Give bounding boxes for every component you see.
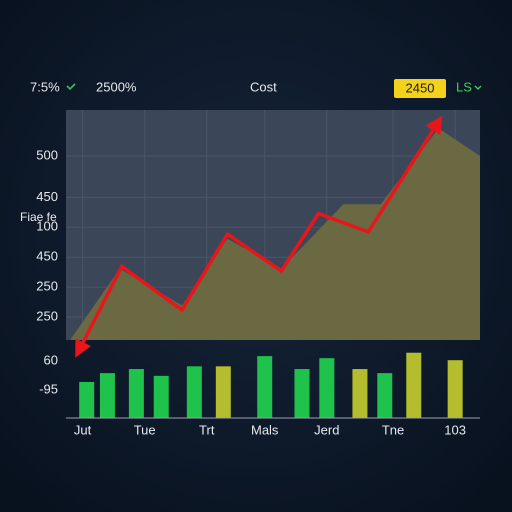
bar — [128, 369, 144, 418]
x-tick-label: Jerd — [314, 422, 339, 437]
y-tick-label: 250 — [36, 279, 58, 294]
y-tick-label: 500 — [36, 147, 58, 162]
bar — [186, 366, 202, 418]
y-axis-title: Fiae fe — [20, 210, 57, 224]
y2-tick-label: -95 — [39, 382, 58, 397]
x-tick-label: Tne — [382, 422, 404, 437]
x-tick-label: Jut — [74, 422, 92, 437]
bar — [447, 360, 463, 418]
bar — [257, 356, 273, 418]
x-tick-label: 103 — [444, 422, 466, 437]
y-tick-label: 450 — [36, 189, 58, 204]
header-title: Cost — [250, 79, 277, 94]
badge[interactable] — [394, 79, 446, 98]
bar — [377, 373, 393, 418]
bar — [99, 373, 115, 418]
line — [75, 115, 443, 358]
y2-tick-label: 60 — [44, 352, 58, 367]
bar — [294, 369, 310, 418]
bar — [79, 381, 95, 418]
header-value: 7:5% — [30, 79, 60, 94]
bar — [352, 369, 368, 418]
x-tick-label: Mals — [251, 422, 279, 437]
y-tick-label: 100 — [36, 219, 58, 234]
check-icon — [66, 83, 76, 91]
x-tick-label: Trt — [199, 422, 215, 437]
bar — [153, 375, 169, 418]
bar — [319, 358, 335, 418]
y-tick-label: 250 — [36, 308, 58, 323]
bar — [406, 352, 422, 418]
header-value: 2500% — [96, 79, 137, 94]
chevron-icon — [474, 85, 482, 90]
header-toggle[interactable]: LS — [456, 79, 472, 94]
badge-text: 2450 — [406, 80, 435, 95]
bar — [215, 366, 231, 418]
x-tick-label: Tue — [134, 422, 156, 437]
y-tick-label: 450 — [36, 249, 58, 264]
